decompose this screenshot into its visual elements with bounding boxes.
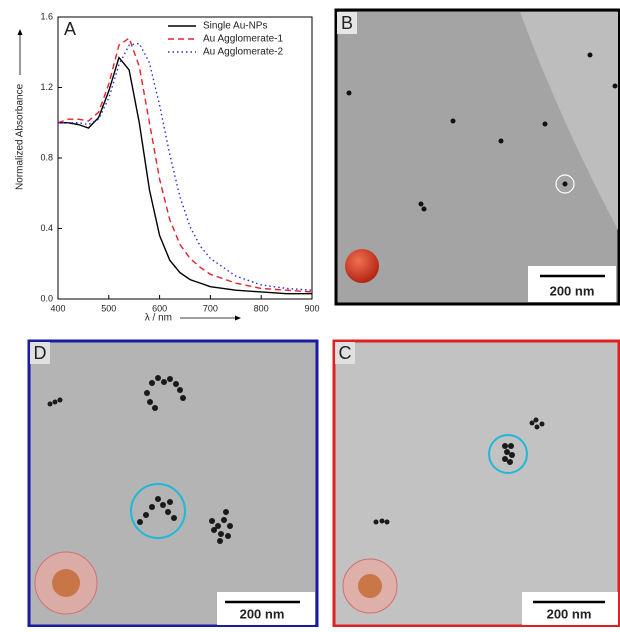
y-axis-label: Normalized Absorbance xyxy=(15,83,26,190)
particle-model xyxy=(345,249,379,283)
scale-label: 200 nm xyxy=(240,606,285,621)
cluster-core xyxy=(52,569,80,597)
x-tick-label: 600 xyxy=(152,303,167,313)
figure: 200 nm B 200 nm D 200 nm xyxy=(0,0,620,627)
series-line xyxy=(58,58,312,294)
plot-frame xyxy=(58,17,312,299)
y-tick-label: 0.4 xyxy=(40,223,53,233)
x-tick-label: 800 xyxy=(254,303,269,313)
tem-image-d: 200 nm D xyxy=(29,341,317,626)
panel-label: C xyxy=(339,343,352,363)
legend-label: Au Agglomerate-1 xyxy=(203,34,283,45)
series-line xyxy=(58,43,312,290)
panel-label: B xyxy=(341,13,353,33)
tem-image-b: 200 nm B xyxy=(336,10,619,304)
x-tick-label: 900 xyxy=(304,303,319,313)
legend-label: Single Au-NPs xyxy=(203,21,267,32)
scale-label: 200 nm xyxy=(550,283,595,298)
x-tick-label: 400 xyxy=(50,303,65,313)
series-line xyxy=(58,38,312,292)
panel-label: D xyxy=(34,343,47,363)
y-tick-label: 0.0 xyxy=(40,293,53,303)
x-tick-label: 700 xyxy=(203,303,218,313)
x-axis-label: λ / nm xyxy=(145,313,172,324)
legend-label: Au Agglomerate-2 xyxy=(203,47,283,58)
scale-label: 200 nm xyxy=(547,606,592,621)
tem-image-c: 200 nm C xyxy=(334,341,619,626)
y-tick-label: 0.8 xyxy=(40,152,53,162)
axis-arrowhead xyxy=(235,316,241,321)
panel-label: A xyxy=(64,19,76,39)
cluster-core xyxy=(358,574,382,598)
x-tick-label: 500 xyxy=(101,303,116,313)
page: {"chart_data": {"type": "line", "panel":… xyxy=(0,0,620,627)
y-tick-label: 1.2 xyxy=(40,82,53,92)
y-tick-label: 1.6 xyxy=(40,11,53,21)
axis-arrowhead xyxy=(18,29,23,35)
